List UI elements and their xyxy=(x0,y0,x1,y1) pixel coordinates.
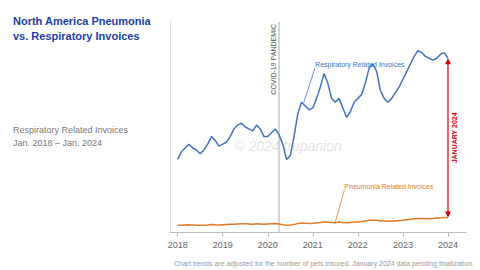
svg-text:2018: 2018 xyxy=(168,240,188,250)
svg-text:vs. Respiratory Invoices: vs. Respiratory Invoices xyxy=(13,30,140,42)
svg-text:2024: 2024 xyxy=(438,240,458,250)
svg-text:2023: 2023 xyxy=(393,240,413,250)
svg-text:2020: 2020 xyxy=(258,240,278,250)
svg-text:Pneumonia Related Invoices: Pneumonia Related Invoices xyxy=(344,183,434,190)
svg-text:2019: 2019 xyxy=(213,240,233,250)
svg-text:North America Pneumonia: North America Pneumonia xyxy=(13,15,152,27)
svg-text:Respiratory Related Invoices: Respiratory Related Invoices xyxy=(13,125,129,135)
svg-text:COVID-19 PANDEMIC: COVID-19 PANDEMIC xyxy=(270,24,277,95)
svg-text:Respiratory Related Invoices: Respiratory Related Invoices xyxy=(315,61,405,69)
svg-text:2022: 2022 xyxy=(348,240,368,250)
svg-text:Jan. 2018 – Jan. 2024: Jan. 2018 – Jan. 2024 xyxy=(13,138,102,148)
svg-text:Chart trends are adjusted for: Chart trends are adjusted for the number… xyxy=(174,260,474,268)
svg-text:JANUARY 2024: JANUARY 2024 xyxy=(451,112,458,163)
svg-text:© 2024 trupanion: © 2024 trupanion xyxy=(234,138,342,154)
svg-text:2021: 2021 xyxy=(303,240,323,250)
